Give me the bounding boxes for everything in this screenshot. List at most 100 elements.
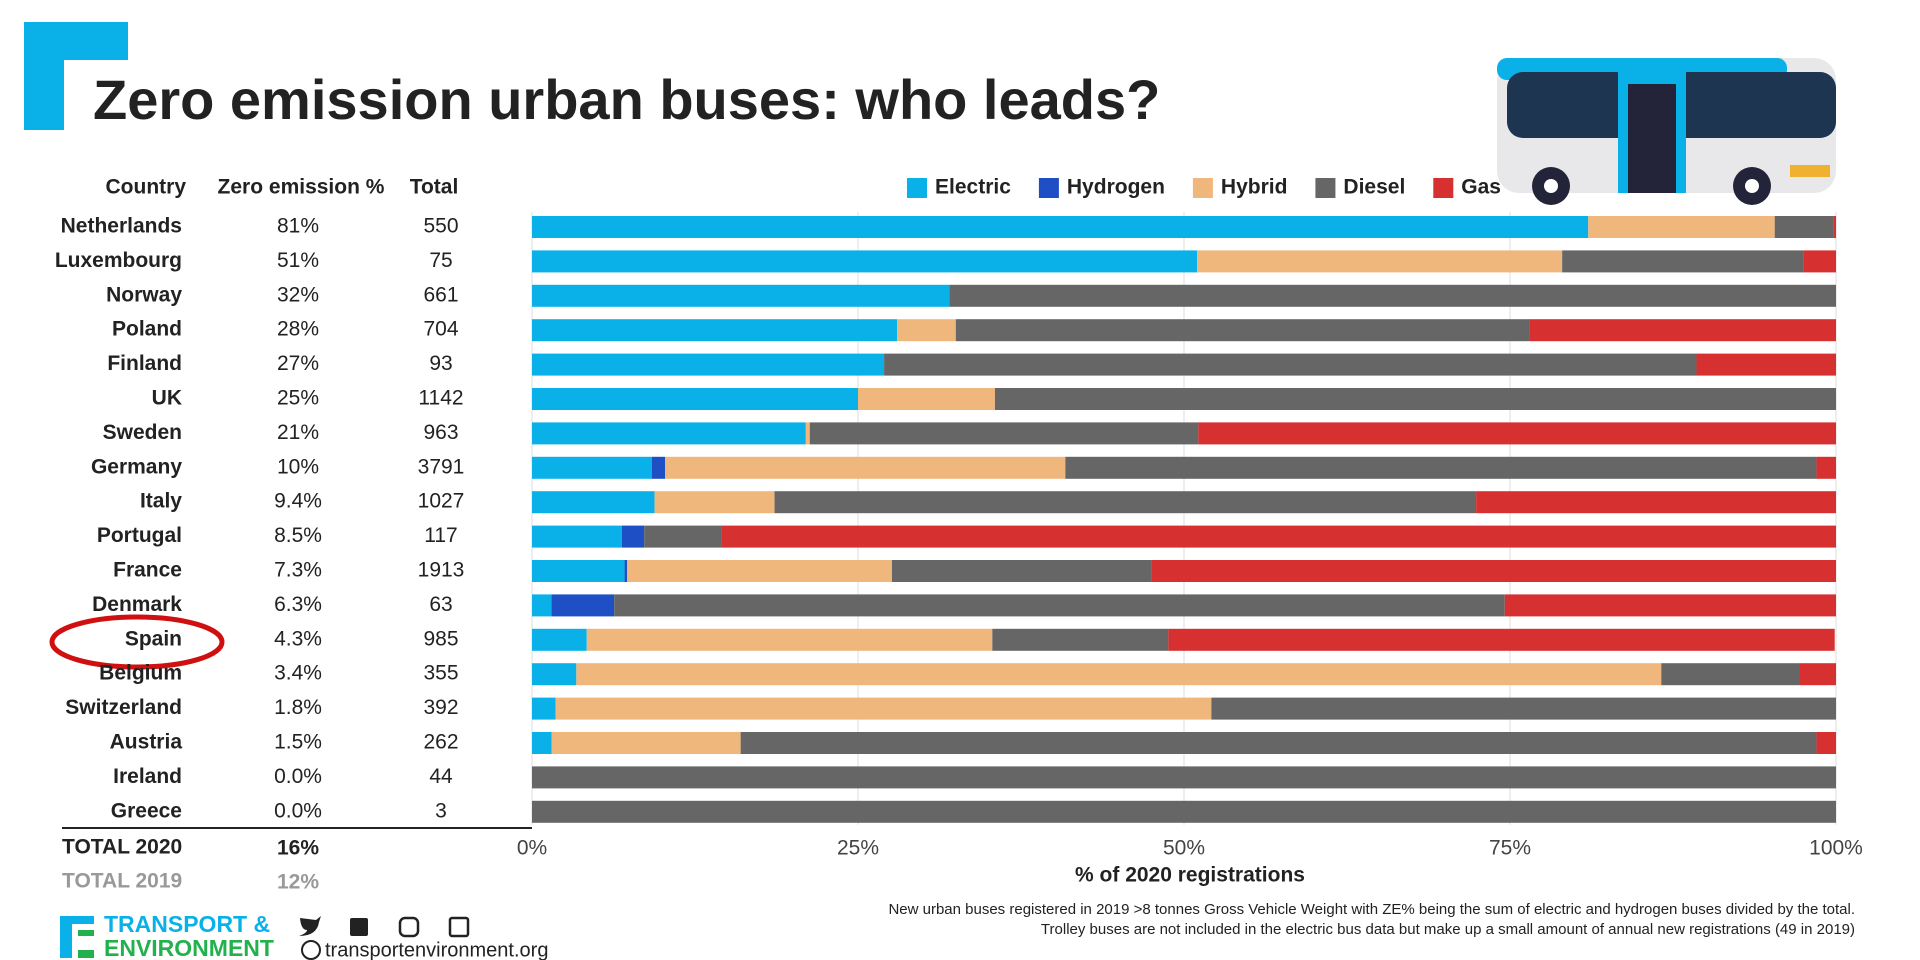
legend-swatch <box>907 178 927 198</box>
bar-segment <box>532 766 1836 789</box>
bar-segment <box>532 319 898 342</box>
bar-segment <box>532 456 652 479</box>
zero-emission: 21% <box>277 421 319 444</box>
legend-label: Gas <box>1461 176 1501 199</box>
country-label: Sweden <box>103 421 182 444</box>
logo-mark <box>24 22 128 130</box>
zero-emission: 10% <box>277 455 319 478</box>
summary-value: 12% <box>277 871 319 894</box>
bar-segment <box>884 353 1697 376</box>
total: 1027 <box>418 490 465 513</box>
bar-segment <box>1833 216 1836 238</box>
bar-segment <box>1211 697 1836 720</box>
org-logo <box>60 916 94 958</box>
country-label: Switzerland <box>65 696 182 719</box>
bar-segment <box>532 663 577 686</box>
bar-segment <box>614 594 1505 617</box>
bar-segment <box>532 800 1836 823</box>
zero-emission: 7.3% <box>274 559 322 582</box>
total: 44 <box>429 765 453 788</box>
bar-segment <box>1529 319 1836 342</box>
zero-emission: 25% <box>277 387 319 410</box>
bar-segment <box>532 594 552 617</box>
summary-label: TOTAL 2019 <box>62 870 182 893</box>
total: 3 <box>435 799 447 822</box>
country-label: Spain <box>125 627 182 650</box>
zero-emission: 0.0% <box>274 799 322 822</box>
website: transportenvironment.org <box>325 939 548 960</box>
bar-segment <box>994 388 1836 410</box>
country-label: Greece <box>111 799 182 822</box>
bar-segment <box>949 284 1836 307</box>
total: 93 <box>429 352 452 375</box>
bar-segment <box>1774 216 1834 238</box>
bar-segment <box>1816 456 1836 479</box>
country-label: Denmark <box>92 593 182 616</box>
bar-segment <box>955 319 1530 342</box>
bar-segment <box>740 732 1817 754</box>
total: 1913 <box>418 559 465 582</box>
bar-segment <box>1198 422 1836 445</box>
bar-segment <box>624 560 628 582</box>
zero-emission: 6.3% <box>274 593 322 616</box>
header: Zero emission % <box>218 176 385 199</box>
bar-segment <box>774 491 1477 514</box>
total: 117 <box>424 524 457 547</box>
legend-swatch <box>1038 178 1059 198</box>
zero-emission: 81% <box>277 215 319 238</box>
legend-swatch <box>1192 178 1213 198</box>
total: 75 <box>429 249 452 272</box>
zero-emission: 32% <box>277 283 319 306</box>
bar-segment <box>654 491 775 514</box>
summary-value: 16% <box>277 837 319 860</box>
footnote: Trolley buses are not included in the el… <box>1041 921 1855 938</box>
bar-segment <box>809 422 1199 445</box>
social-icons <box>299 916 470 960</box>
bar-segment <box>1803 250 1836 273</box>
zero-emission: 1.5% <box>274 731 322 754</box>
org-name: TRANSPORT & <box>104 911 270 937</box>
bar-segment <box>532 216 1589 238</box>
total: 392 <box>423 696 458 719</box>
bar-segment <box>532 284 950 307</box>
bar-segment <box>532 250 1198 273</box>
bar-segment <box>1197 250 1563 273</box>
bar-segment <box>721 525 1836 548</box>
bar-segment <box>551 594 615 617</box>
country-label: Finland <box>107 352 182 375</box>
header: Country <box>106 176 187 199</box>
footnote: New urban buses registered in 2019 >8 to… <box>888 901 1855 918</box>
country-label: Belgium <box>99 662 182 685</box>
zero-emission: 51% <box>277 249 319 272</box>
bar-segment <box>897 319 956 342</box>
bar-segment <box>805 422 810 445</box>
bar-segment <box>532 353 885 376</box>
total: 262 <box>423 731 458 754</box>
bar-segment <box>621 525 645 548</box>
country-label: Italy <box>140 490 182 513</box>
bar-segment <box>532 388 858 410</box>
bar-segment <box>1504 594 1836 617</box>
country-label: UK <box>152 387 182 410</box>
bar-segment <box>891 560 1152 582</box>
zero-emission: 0.0% <box>274 765 322 788</box>
country-label: Portugal <box>97 524 182 547</box>
bar-segment <box>992 628 1169 651</box>
summary-label: TOTAL 2020 <box>62 836 182 859</box>
bar-segment <box>1476 491 1836 514</box>
highlight-circle <box>49 614 225 670</box>
country-label: Poland <box>112 318 182 341</box>
bar-segment <box>644 525 722 548</box>
legend-label: Hybrid <box>1221 176 1288 199</box>
bar-segment <box>627 560 892 582</box>
zero-emission: 27% <box>277 352 319 375</box>
x-tick-label: 75% <box>1489 837 1531 860</box>
x-tick-label: 0% <box>517 837 547 860</box>
x-tick-label: 25% <box>837 837 879 860</box>
country-label: Ireland <box>113 765 182 788</box>
bar-segment <box>1562 250 1804 273</box>
bar-segment <box>858 388 995 410</box>
total: 985 <box>423 627 458 650</box>
country-label: Germany <box>91 455 182 478</box>
